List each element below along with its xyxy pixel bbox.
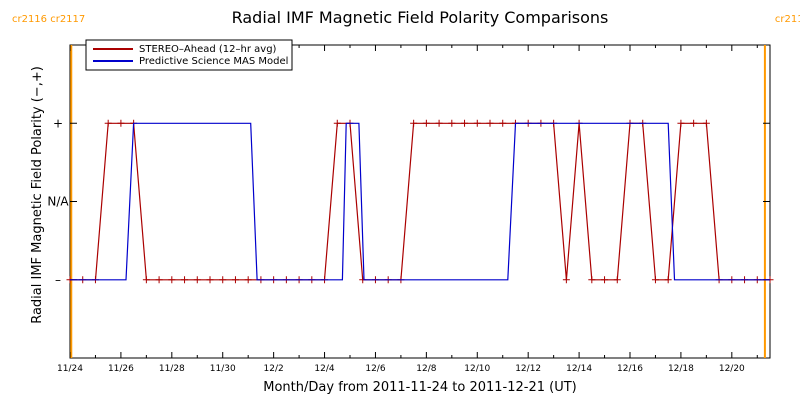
- data-point-marker: [448, 119, 456, 127]
- y-tick-label: –: [55, 273, 61, 287]
- series-line-1: [70, 122, 770, 281]
- data-point-marker: [206, 276, 214, 284]
- legend-label-1: Predictive Science MAS Model: [139, 56, 288, 67]
- legend-label-0: STEREO–Ahead (12–hr avg): [139, 44, 277, 55]
- data-point-marker: [168, 276, 176, 284]
- cr-boundary-label: cr2116 cr2117: [12, 14, 85, 25]
- y-axis-ticks: + N/A –: [47, 116, 770, 287]
- data-point-marker: [117, 119, 125, 127]
- data-point-marker: [193, 276, 201, 284]
- data-point-marker: [651, 276, 659, 284]
- x-axis-ticks: 11/24 11/26 11/28 11/30 12/2 12/4 12/6 12/8 12/1…: [57, 45, 758, 374]
- data-point-marker: [155, 276, 163, 284]
- data-point-marker: [613, 276, 621, 284]
- data-point-marker: [181, 276, 189, 284]
- data-point-marker: [588, 276, 596, 284]
- data-point-marker: [562, 276, 570, 284]
- x-tick-label: 12/18: [668, 364, 694, 374]
- chart-title: Radial IMF Magnetic Field Polarity Compa…: [232, 8, 609, 27]
- data-point-marker: [104, 119, 112, 127]
- x-tick-label: 12/4: [314, 364, 334, 374]
- x-tick-label: 12/20: [719, 364, 745, 374]
- data-point-marker: [435, 119, 443, 127]
- data-point-marker: [142, 276, 150, 284]
- plot-border: [69, 44, 771, 359]
- x-tick-label: 11/28: [159, 364, 185, 374]
- data-point-marker: [601, 276, 609, 284]
- data-point-marker: [702, 119, 710, 127]
- y-tick-label: +: [53, 116, 63, 130]
- x-tick-label: 12/12: [515, 364, 541, 374]
- x-tick-label: 12/2: [264, 364, 284, 374]
- x-tick-label: 12/6: [365, 364, 385, 374]
- data-point-marker: [410, 119, 418, 127]
- legend: STEREO–Ahead (12–hr avg)Predictive Scien…: [85, 39, 293, 71]
- x-tick-label: 12/8: [416, 364, 436, 374]
- cr-boundary-label: cr2117 cr2118: [775, 14, 800, 25]
- x-tick-label: 12/14: [566, 364, 592, 374]
- legend-box: [85, 39, 293, 71]
- data-point-marker: [333, 119, 341, 127]
- data-point-marker: [499, 119, 507, 127]
- data-point-marker: [486, 119, 494, 127]
- data-point-marker: [461, 119, 469, 127]
- x-tick-label: 12/16: [617, 364, 643, 374]
- data-point-marker: [244, 276, 252, 284]
- x-tick-label: 11/26: [108, 364, 134, 374]
- data-point-marker: [690, 119, 698, 127]
- x-axis-label: Month/Day from 2011-11-24 to 2011-12-21 …: [263, 380, 576, 395]
- y-tick-label: N/A: [47, 195, 69, 209]
- data-point-marker: [422, 119, 430, 127]
- plot-frame: [69, 44, 771, 359]
- data-point-marker: [219, 276, 227, 284]
- y-axis-label: Radial IMF Magnetic Field Polarity (−,+): [30, 66, 45, 324]
- x-tick-label: 12/10: [464, 364, 490, 374]
- data-point-marker: [231, 276, 239, 284]
- x-tick-label: 11/30: [210, 364, 236, 374]
- series-line-0: [70, 122, 770, 281]
- data-point-marker: [473, 119, 481, 127]
- x-tick-label: 11/24: [57, 364, 83, 374]
- data-point-marker: [677, 119, 685, 127]
- series-layer: [66, 119, 774, 284]
- data-point-marker: [664, 276, 672, 284]
